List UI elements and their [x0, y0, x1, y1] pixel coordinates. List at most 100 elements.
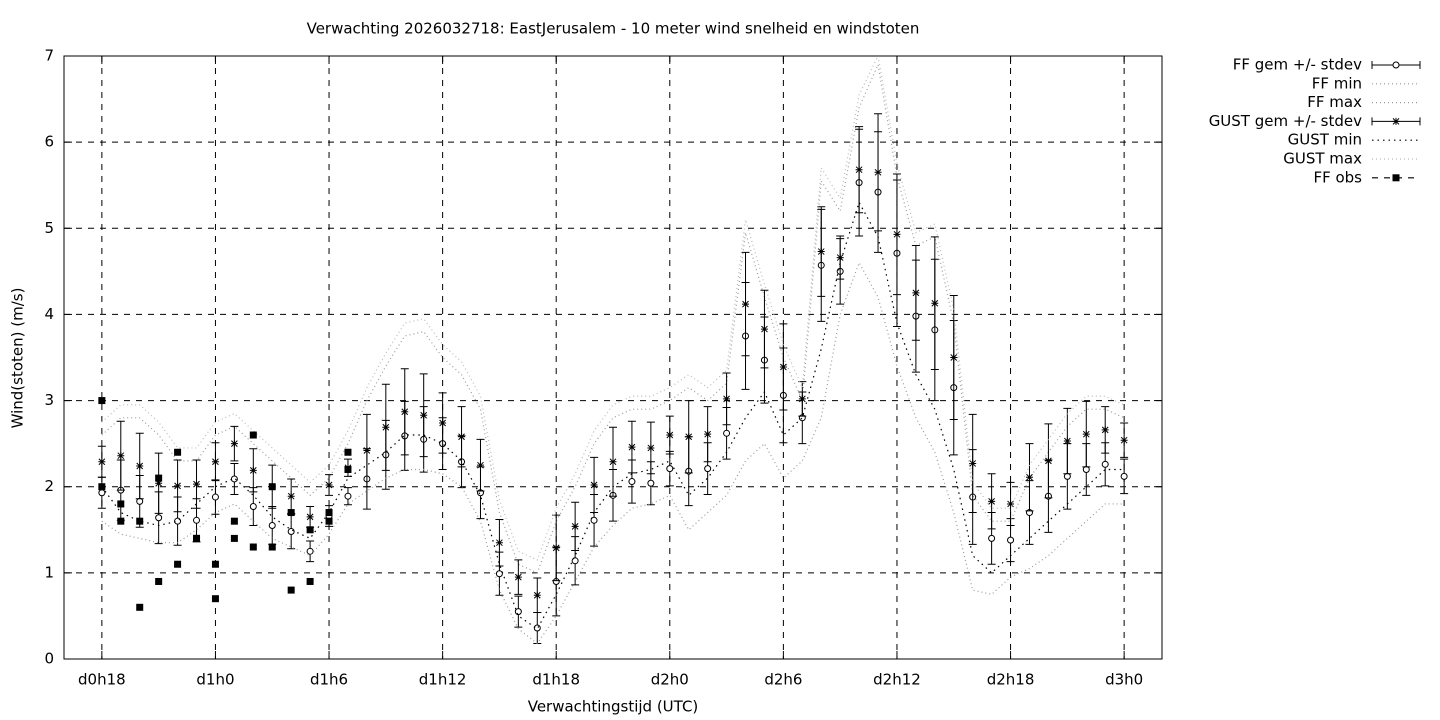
point	[287, 528, 295, 536]
point	[723, 395, 731, 403]
point	[136, 603, 144, 611]
point	[268, 483, 276, 491]
point	[249, 543, 257, 551]
point	[1007, 500, 1015, 508]
series	[97, 113, 1129, 613]
x-tick-label: d2h0	[651, 671, 689, 689]
plot-frame	[63, 55, 1163, 660]
point	[628, 443, 636, 451]
point	[401, 408, 409, 416]
point	[1120, 436, 1128, 444]
legend-label: GUST gem +/- stdev	[1209, 112, 1362, 130]
point	[950, 354, 958, 361]
point	[685, 433, 693, 441]
point	[1082, 430, 1090, 438]
point	[117, 452, 125, 460]
point	[249, 503, 257, 511]
point	[325, 509, 333, 517]
point	[1025, 473, 1033, 481]
point	[98, 397, 106, 405]
point	[571, 522, 579, 530]
point	[174, 560, 182, 568]
legend-label: FF max	[1307, 93, 1362, 111]
point	[590, 481, 598, 489]
x-tick-label: d1h6	[310, 671, 348, 689]
point	[193, 480, 201, 488]
series	[98, 397, 352, 611]
y-axis-label: Wind(stoten) (m/s)	[9, 288, 27, 429]
point	[836, 254, 844, 262]
chart-title: Verwachting 2026032718: EastJerusalem - …	[307, 20, 920, 38]
x-tick-label: d2h12	[873, 671, 921, 689]
x-tick-label: d1h18	[532, 671, 580, 689]
point	[1101, 460, 1109, 468]
point	[874, 168, 882, 176]
point	[817, 248, 825, 256]
point	[533, 591, 541, 599]
y-tick-label: 0	[44, 650, 54, 668]
legend-label: FF obs	[1313, 168, 1362, 186]
point	[287, 492, 295, 500]
point	[514, 608, 522, 616]
point	[344, 448, 352, 456]
point	[495, 570, 503, 578]
x-tick-label: d1h12	[419, 671, 467, 689]
point	[306, 577, 314, 585]
point	[476, 461, 484, 469]
point	[552, 544, 560, 552]
point	[1044, 457, 1052, 465]
point	[344, 492, 352, 500]
point	[230, 475, 238, 483]
point	[155, 474, 163, 482]
point	[98, 483, 106, 491]
y-tick-label: 2	[44, 477, 54, 495]
point	[306, 547, 314, 555]
point	[98, 489, 106, 497]
point	[988, 534, 996, 542]
point	[893, 230, 901, 238]
point	[155, 514, 163, 522]
x-tick-label: d1h0	[196, 671, 234, 689]
point	[230, 440, 238, 448]
point	[249, 466, 257, 474]
point	[155, 479, 163, 487]
legend-label: GUST max	[1283, 150, 1362, 168]
point	[590, 516, 598, 524]
x-tick-label: d0h18	[78, 671, 126, 689]
y-tick-label: 5	[44, 219, 54, 237]
point	[855, 166, 863, 174]
point	[1063, 437, 1071, 445]
point	[533, 624, 541, 632]
series	[101, 200, 1125, 630]
x-tick-label: d3h0	[1105, 671, 1143, 689]
x-axis-label: Verwachtingstijd (UTC)	[528, 698, 699, 716]
point	[723, 429, 731, 437]
point	[136, 517, 144, 525]
point	[439, 419, 447, 427]
point	[268, 521, 276, 529]
point	[742, 300, 750, 308]
x-tick-label: d2h18	[987, 671, 1035, 689]
x-tick-label: d2h6	[764, 671, 802, 689]
point	[912, 289, 920, 297]
point	[211, 595, 219, 603]
point	[211, 458, 219, 466]
point	[136, 462, 144, 470]
point	[98, 458, 106, 466]
point	[666, 431, 674, 439]
point	[193, 516, 201, 524]
point	[647, 444, 655, 452]
point	[931, 299, 939, 307]
point	[325, 481, 333, 489]
point	[628, 478, 636, 486]
point	[704, 465, 712, 473]
point	[420, 411, 428, 419]
point	[306, 526, 314, 534]
point	[363, 447, 371, 455]
line	[101, 200, 1125, 630]
legend-label: GUST min	[1288, 131, 1362, 149]
point	[344, 465, 352, 473]
